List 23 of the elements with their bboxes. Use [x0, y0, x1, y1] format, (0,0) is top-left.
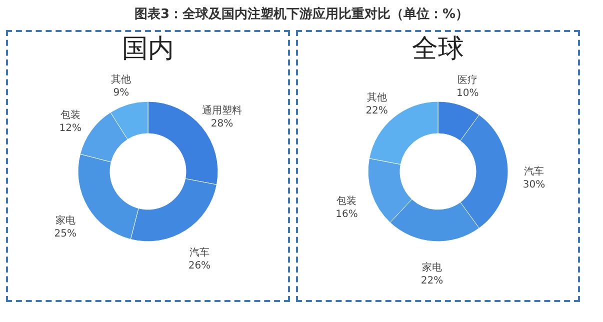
chart-title: 全球 [412, 34, 464, 64]
data-label: 26% [188, 260, 211, 272]
data-label: 28% [210, 118, 234, 130]
slice-label: 其他 [366, 92, 387, 104]
text: 图表3：全球及国内注塑机下游应用比重对比（单位：%） [133, 6, 470, 24]
slice-label: 医疗 [458, 74, 478, 86]
slice-label: 包装 [60, 109, 80, 122]
data-label: 22% [366, 106, 388, 117]
chart-subtitle: 国内 [122, 34, 174, 64]
slice-label: 汽车 [524, 166, 544, 178]
data-label: 16% [336, 209, 358, 220]
data-label: 25% [54, 228, 76, 240]
slice-label: 包装 [336, 195, 357, 208]
data-label: 22% [420, 275, 444, 286]
slice-label: 家电 [55, 214, 76, 226]
data-label: 10% [456, 88, 479, 100]
slice-label: 通用塑料 [202, 104, 242, 116]
slice-label: 家电 [422, 261, 442, 274]
slice-label: 其他 [111, 73, 132, 86]
slice-label: 汽车 [189, 246, 210, 259]
data-label: 9% [113, 87, 130, 98]
data-label: 30% [522, 180, 546, 190]
data-label: 12% [59, 123, 82, 134]
